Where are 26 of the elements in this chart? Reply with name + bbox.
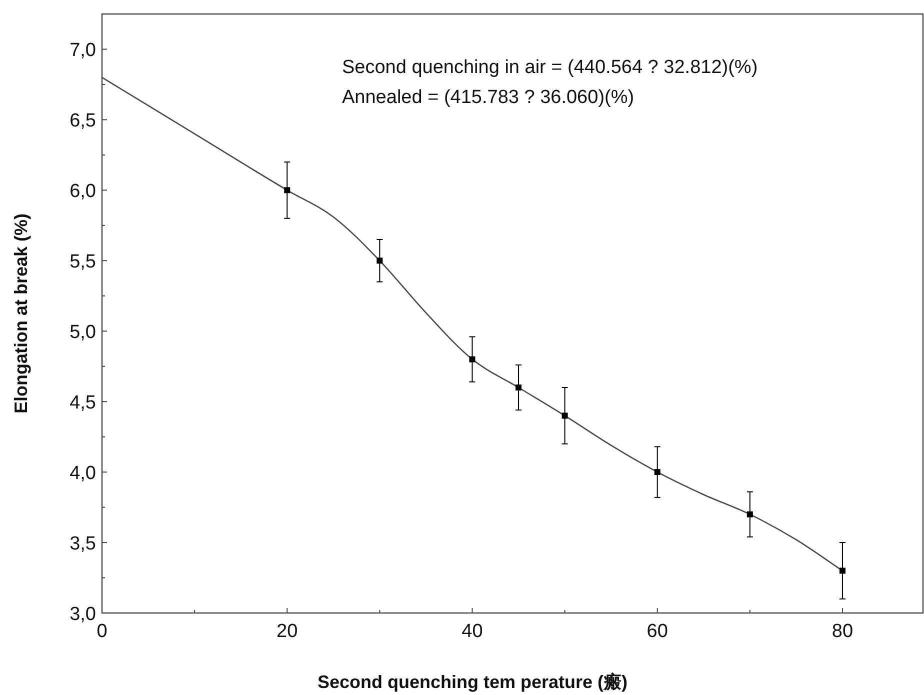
y-tick-label: 4,5 (70, 392, 96, 414)
y-tick-label: 7,0 (70, 40, 96, 62)
y-tick-label: 4,0 (70, 463, 96, 484)
annotation: Second quenching in air = (440.564 ? 32.812)(%) (342, 57, 758, 78)
point (516, 384, 522, 390)
point (562, 412, 568, 419)
point (746, 511, 753, 518)
x-tick-label: 20 (276, 621, 298, 642)
point (839, 568, 846, 574)
x-axis-title: Second quenching tem perature (瘢) (317, 672, 628, 692)
point (469, 356, 476, 362)
y-tick-label: 5,0 (70, 322, 96, 344)
y-tick-label: 6,5 (70, 110, 96, 132)
point (284, 187, 290, 194)
y-tick-label: 5,5 (70, 252, 96, 273)
y-tick-label: 3,5 (70, 534, 96, 555)
y-tick-label: 3,0 (70, 604, 96, 625)
x-tick-label: 80 (832, 621, 854, 642)
point (654, 469, 660, 476)
y-axis-title: Elongation at break (%) (11, 213, 31, 414)
annotation: Annealed = (415.783 ? 36.060)(%) (342, 87, 634, 108)
point (376, 258, 383, 264)
x-tick-label: 0 (96, 621, 108, 642)
y-tick-label: 6,0 (70, 181, 96, 202)
x-tick-label: 60 (646, 621, 668, 642)
x-tick-label: 40 (462, 621, 483, 642)
